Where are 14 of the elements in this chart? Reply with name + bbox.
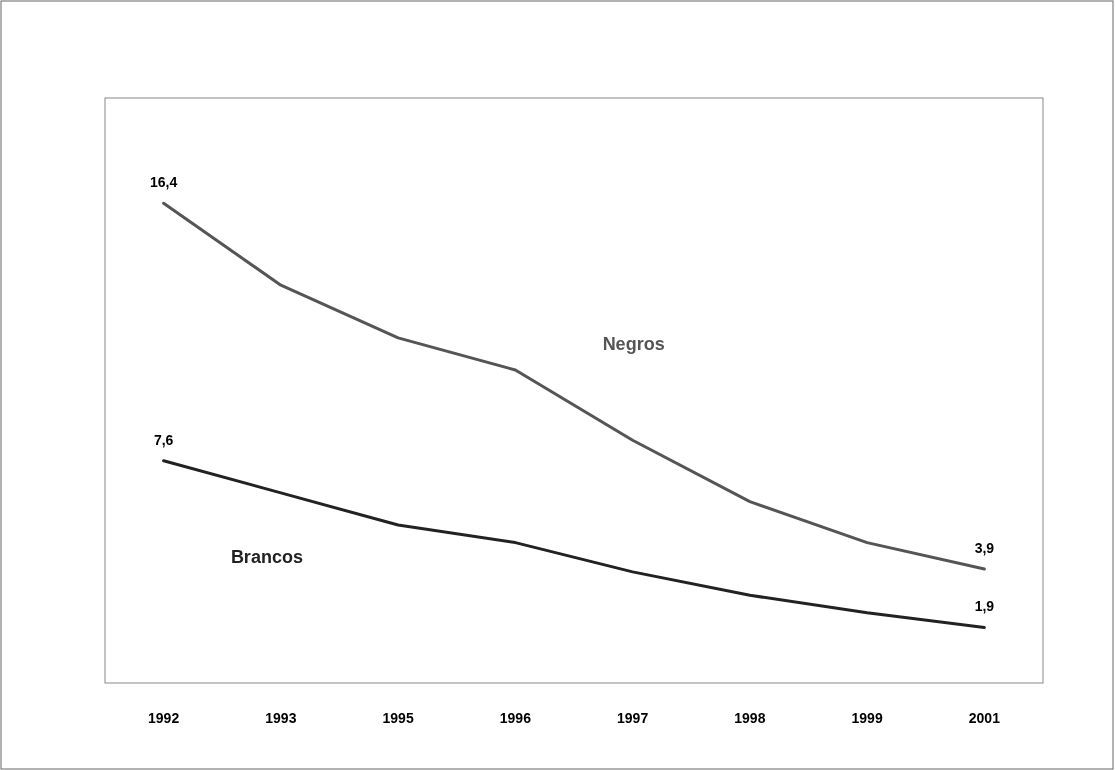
x-tick-label: 1992 — [148, 710, 180, 726]
x-tick-label: 1995 — [382, 710, 414, 726]
data-label: 3,9 — [974, 539, 995, 556]
data-label: 16,4 — [150, 174, 178, 191]
x-tick-label: 1996 — [499, 710, 532, 726]
text: Brancos — [230, 546, 303, 567]
x-tick-label: 1993 — [265, 710, 297, 726]
x-tick-label: 2001 — [968, 710, 1001, 726]
text: Negros — [602, 334, 665, 355]
x-tick-label: 1999 — [851, 710, 883, 726]
data-label: 1,9 — [974, 598, 995, 615]
data-label: 7,6 — [153, 431, 174, 448]
x-tick-label: 1998 — [734, 710, 766, 726]
x-tick-label: 1997 — [617, 710, 649, 726]
